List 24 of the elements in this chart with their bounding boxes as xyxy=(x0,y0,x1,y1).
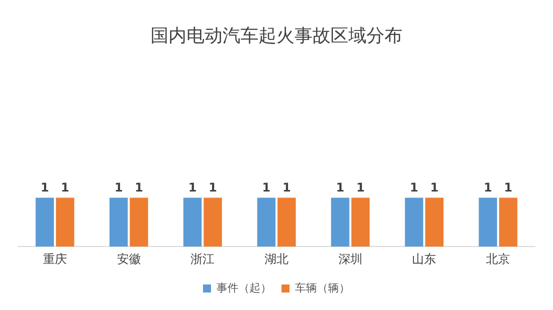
data-label: 1 xyxy=(60,180,70,195)
data-label: 1 xyxy=(208,180,217,195)
data-label: 1 xyxy=(410,180,418,195)
x-tick-label: 深圳 xyxy=(338,252,362,266)
legend-label: 车辆（辆） xyxy=(295,281,350,294)
x-tick-label: 山东 xyxy=(412,252,436,266)
data-label: 1 xyxy=(356,180,365,195)
chart-title: 国内电动汽车起火事故区域分布 xyxy=(150,25,402,46)
data-label: 1 xyxy=(484,180,492,195)
data-label: 1 xyxy=(282,180,291,195)
data-label: 1 xyxy=(134,180,144,195)
data-label: 1 xyxy=(504,180,512,195)
x-tick-label: 北京 xyxy=(486,252,510,266)
data-label: 1 xyxy=(262,180,271,195)
legend-label: 事件（起） xyxy=(216,281,272,294)
data-label: 1 xyxy=(430,180,439,195)
x-tick-label: 重庆 xyxy=(42,252,67,266)
data-label: 1 xyxy=(40,180,49,195)
data-label: 1 xyxy=(336,180,344,195)
x-tick-label: 湖北 xyxy=(264,252,288,266)
data-label: 1 xyxy=(114,180,123,195)
x-tick-label: 安徽 xyxy=(116,252,141,266)
x-tick-label: 浙江 xyxy=(190,252,215,266)
data-label: 1 xyxy=(188,180,197,195)
